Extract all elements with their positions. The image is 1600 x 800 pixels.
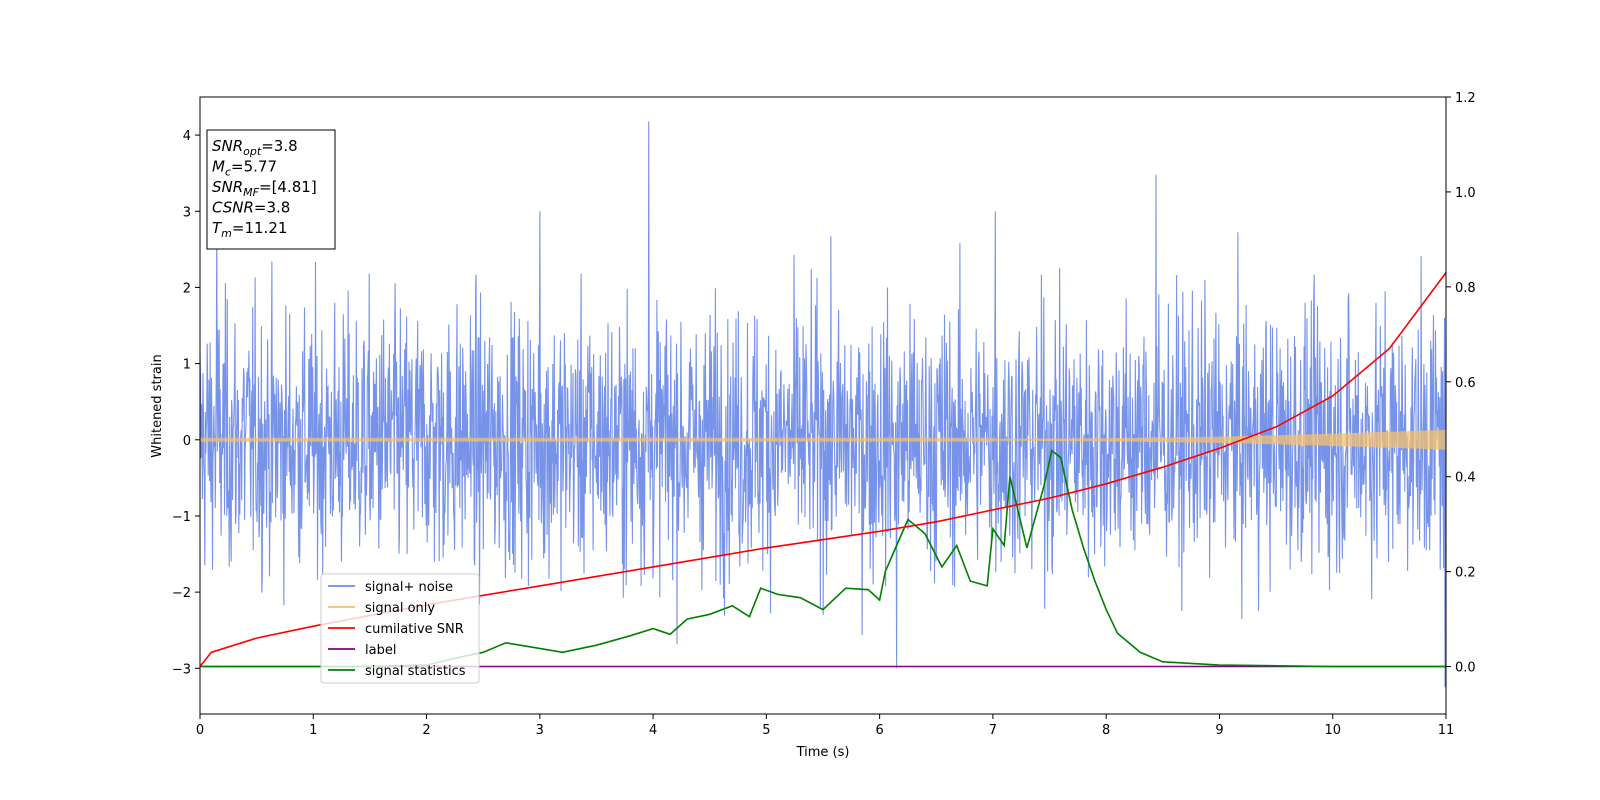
x-axis: 0 1 2 3 4 5 6 7 8 9 10 11: [196, 714, 1454, 738]
y-axis-right: 0.0 0.2 0.4 0.6 0.8 1.0 1.2: [1446, 91, 1476, 676]
series-signal-noise-line: [200, 121, 1446, 688]
info-value: =11.21: [232, 219, 288, 237]
legend-label: signal only: [365, 601, 435, 616]
y-axis-left: −3 −2 −1 0 1 2 3 4: [172, 129, 200, 677]
y2-tick-label: 0.4: [1455, 471, 1476, 486]
info-box-line: SNRMF=[4.81]: [212, 178, 317, 199]
y-tick-label: −2: [172, 586, 191, 601]
info-box-line: SNRopt=3.8: [212, 137, 298, 158]
info-var: M: [212, 158, 225, 176]
info-sub: opt: [243, 145, 262, 158]
x-tick-label: 10: [1324, 723, 1341, 738]
y-tick-label: 2: [183, 281, 191, 296]
x-tick-label: 3: [536, 723, 544, 738]
legend: signal+ noise signal only cumilative SNR la…: [320, 573, 480, 684]
y-tick-label: 4: [183, 129, 191, 144]
info-box-frame: [206, 129, 336, 250]
info-sub: m: [221, 227, 232, 240]
y2-tick-label: 1.2: [1455, 91, 1476, 106]
info-sub: MF: [243, 186, 259, 199]
y-tick-label: −1: [172, 510, 191, 525]
info-var: T: [212, 219, 223, 237]
y2-tick-label: 0.8: [1455, 281, 1476, 296]
info-value: =5.77: [231, 158, 277, 176]
info-box-line: Mc=5.77: [212, 158, 277, 179]
legend-label: label: [365, 643, 396, 658]
y2-tick-label: 0.0: [1455, 661, 1476, 676]
x-tick-label: 2: [422, 723, 430, 738]
series-signal-only-line: [200, 429, 1446, 450]
x-tick-label: 5: [762, 723, 770, 738]
legend-label: signal statistics: [365, 664, 466, 679]
info-sub: c: [225, 166, 231, 179]
x-tick-label: 7: [989, 723, 997, 738]
series-signal-statistics-line: [200, 449, 1446, 668]
x-tick-label: 0: [196, 723, 204, 738]
series-cumulative-snr-line: [200, 272, 1446, 667]
y-tick-label: 3: [183, 205, 191, 220]
y-tick-label: 0: [183, 434, 191, 449]
info-value: =3.8: [261, 137, 297, 155]
info-box-line: CSNR=3.8: [212, 199, 290, 217]
x-axis-label: Time (s): [796, 745, 850, 760]
legend-label: cumilative SNR: [365, 622, 464, 637]
info-box: SNRopt=3.8Mc=5.77SNRMF=[4.81]CSNR=3.8Tm=…: [206, 129, 336, 250]
info-var: SNR: [212, 178, 243, 196]
x-tick-label: 6: [875, 723, 883, 738]
info-box-line: Tm=11.21: [212, 219, 287, 240]
y-axis-label: Whitened strain: [150, 354, 165, 457]
legend-frame: [320, 573, 480, 684]
x-tick-label: 1: [309, 723, 317, 738]
x-tick-label: 4: [649, 723, 657, 738]
y2-tick-label: 0.2: [1455, 566, 1476, 581]
y2-tick-label: 1.0: [1455, 186, 1476, 201]
legend-label: signal+ noise: [365, 580, 453, 595]
plot-frame: [199, 96, 1447, 715]
info-var: CSNR: [212, 199, 254, 217]
y2-tick-label: 0.6: [1455, 376, 1476, 391]
x-tick-label: 9: [1215, 723, 1223, 738]
info-var: SNR: [212, 137, 243, 155]
info-value: =[4.81]: [259, 178, 317, 196]
info-value: =3.8: [254, 199, 290, 217]
y-tick-label: 1: [183, 358, 191, 373]
y-tick-label: −3: [172, 662, 191, 677]
x-tick-label: 11: [1438, 723, 1455, 738]
x-tick-label: 8: [1102, 723, 1110, 738]
